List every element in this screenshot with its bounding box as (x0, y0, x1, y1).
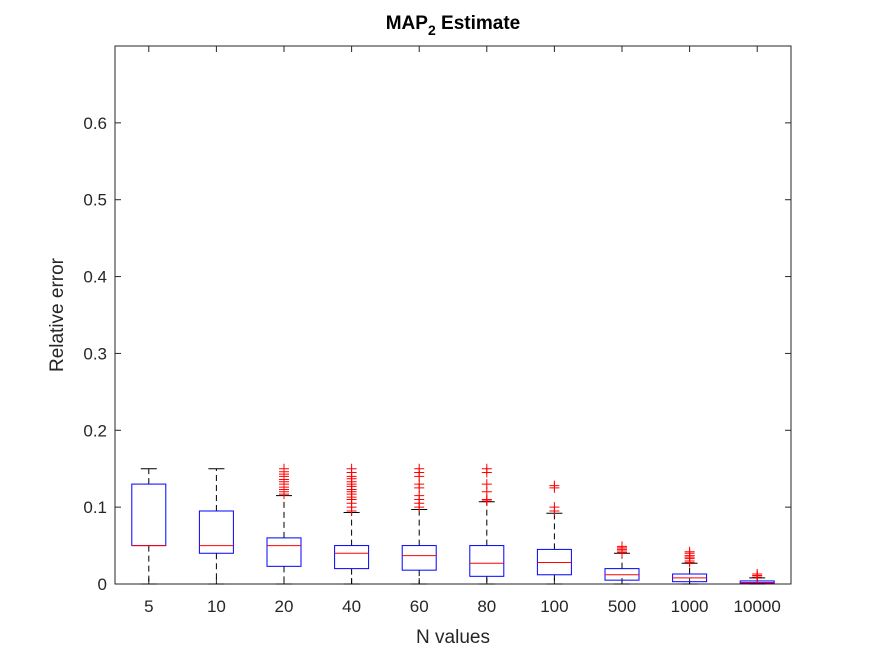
y-tick-label: 0.3 (83, 344, 107, 363)
x-tick-label: 100 (540, 597, 568, 616)
y-tick-label: 0.4 (83, 268, 107, 287)
iqr-box (266, 537, 302, 567)
box-group (469, 463, 505, 585)
iqr-box (401, 545, 437, 571)
chart-title: MAP2 Estimate (386, 13, 521, 38)
plot-area (114, 45, 792, 585)
y-tick-label: 0.2 (83, 421, 107, 440)
outlier-marker (346, 463, 357, 474)
y-tick-label: 0.1 (83, 498, 107, 517)
x-tick-label: 60 (410, 597, 429, 616)
outlier-marker (481, 479, 492, 490)
box-group (401, 463, 437, 585)
x-tick-label: 40 (342, 597, 361, 616)
iqr-box (198, 510, 234, 554)
box-series (131, 463, 775, 585)
outlier-marker (549, 502, 560, 513)
y-tick-label: 0.5 (83, 191, 107, 210)
box-group (131, 468, 167, 585)
box-group (739, 569, 775, 585)
x-axis-label: N values (416, 627, 490, 648)
box-group (198, 468, 234, 585)
y-axis: 0 0.1 0.2 0.3 0.4 0.5 0.6 (83, 114, 791, 594)
x-tick-label: 20 (275, 597, 294, 616)
y-axis-label: Relative error (47, 257, 68, 372)
outlier-marker (617, 541, 627, 552)
x-tick-label: 10000 (734, 597, 781, 616)
box-group (334, 463, 370, 585)
box-group (672, 546, 708, 585)
x-tick-label: 1000 (671, 597, 709, 616)
box-group (266, 463, 302, 585)
outlier-marker (684, 546, 695, 557)
outlier-marker (279, 463, 289, 474)
y-tick-label: 0 (98, 575, 107, 594)
y-tick-label: 0.6 (83, 114, 107, 133)
outlier-marker (414, 463, 425, 474)
box-group (604, 541, 640, 585)
x-tick-label: 10 (207, 597, 226, 616)
x-tick-label: 500 (608, 597, 636, 616)
box-group (536, 480, 572, 585)
x-tick-label: 5 (144, 597, 153, 616)
outlier-marker (481, 463, 492, 474)
x-axis: 5 10 20 40 60 80 100 500 1000 10000 (144, 46, 781, 616)
outlier-marker (549, 480, 560, 491)
iqr-box (469, 545, 505, 577)
x-tick-label: 80 (477, 597, 496, 616)
iqr-box (334, 545, 370, 570)
outlier-marker (752, 569, 763, 580)
